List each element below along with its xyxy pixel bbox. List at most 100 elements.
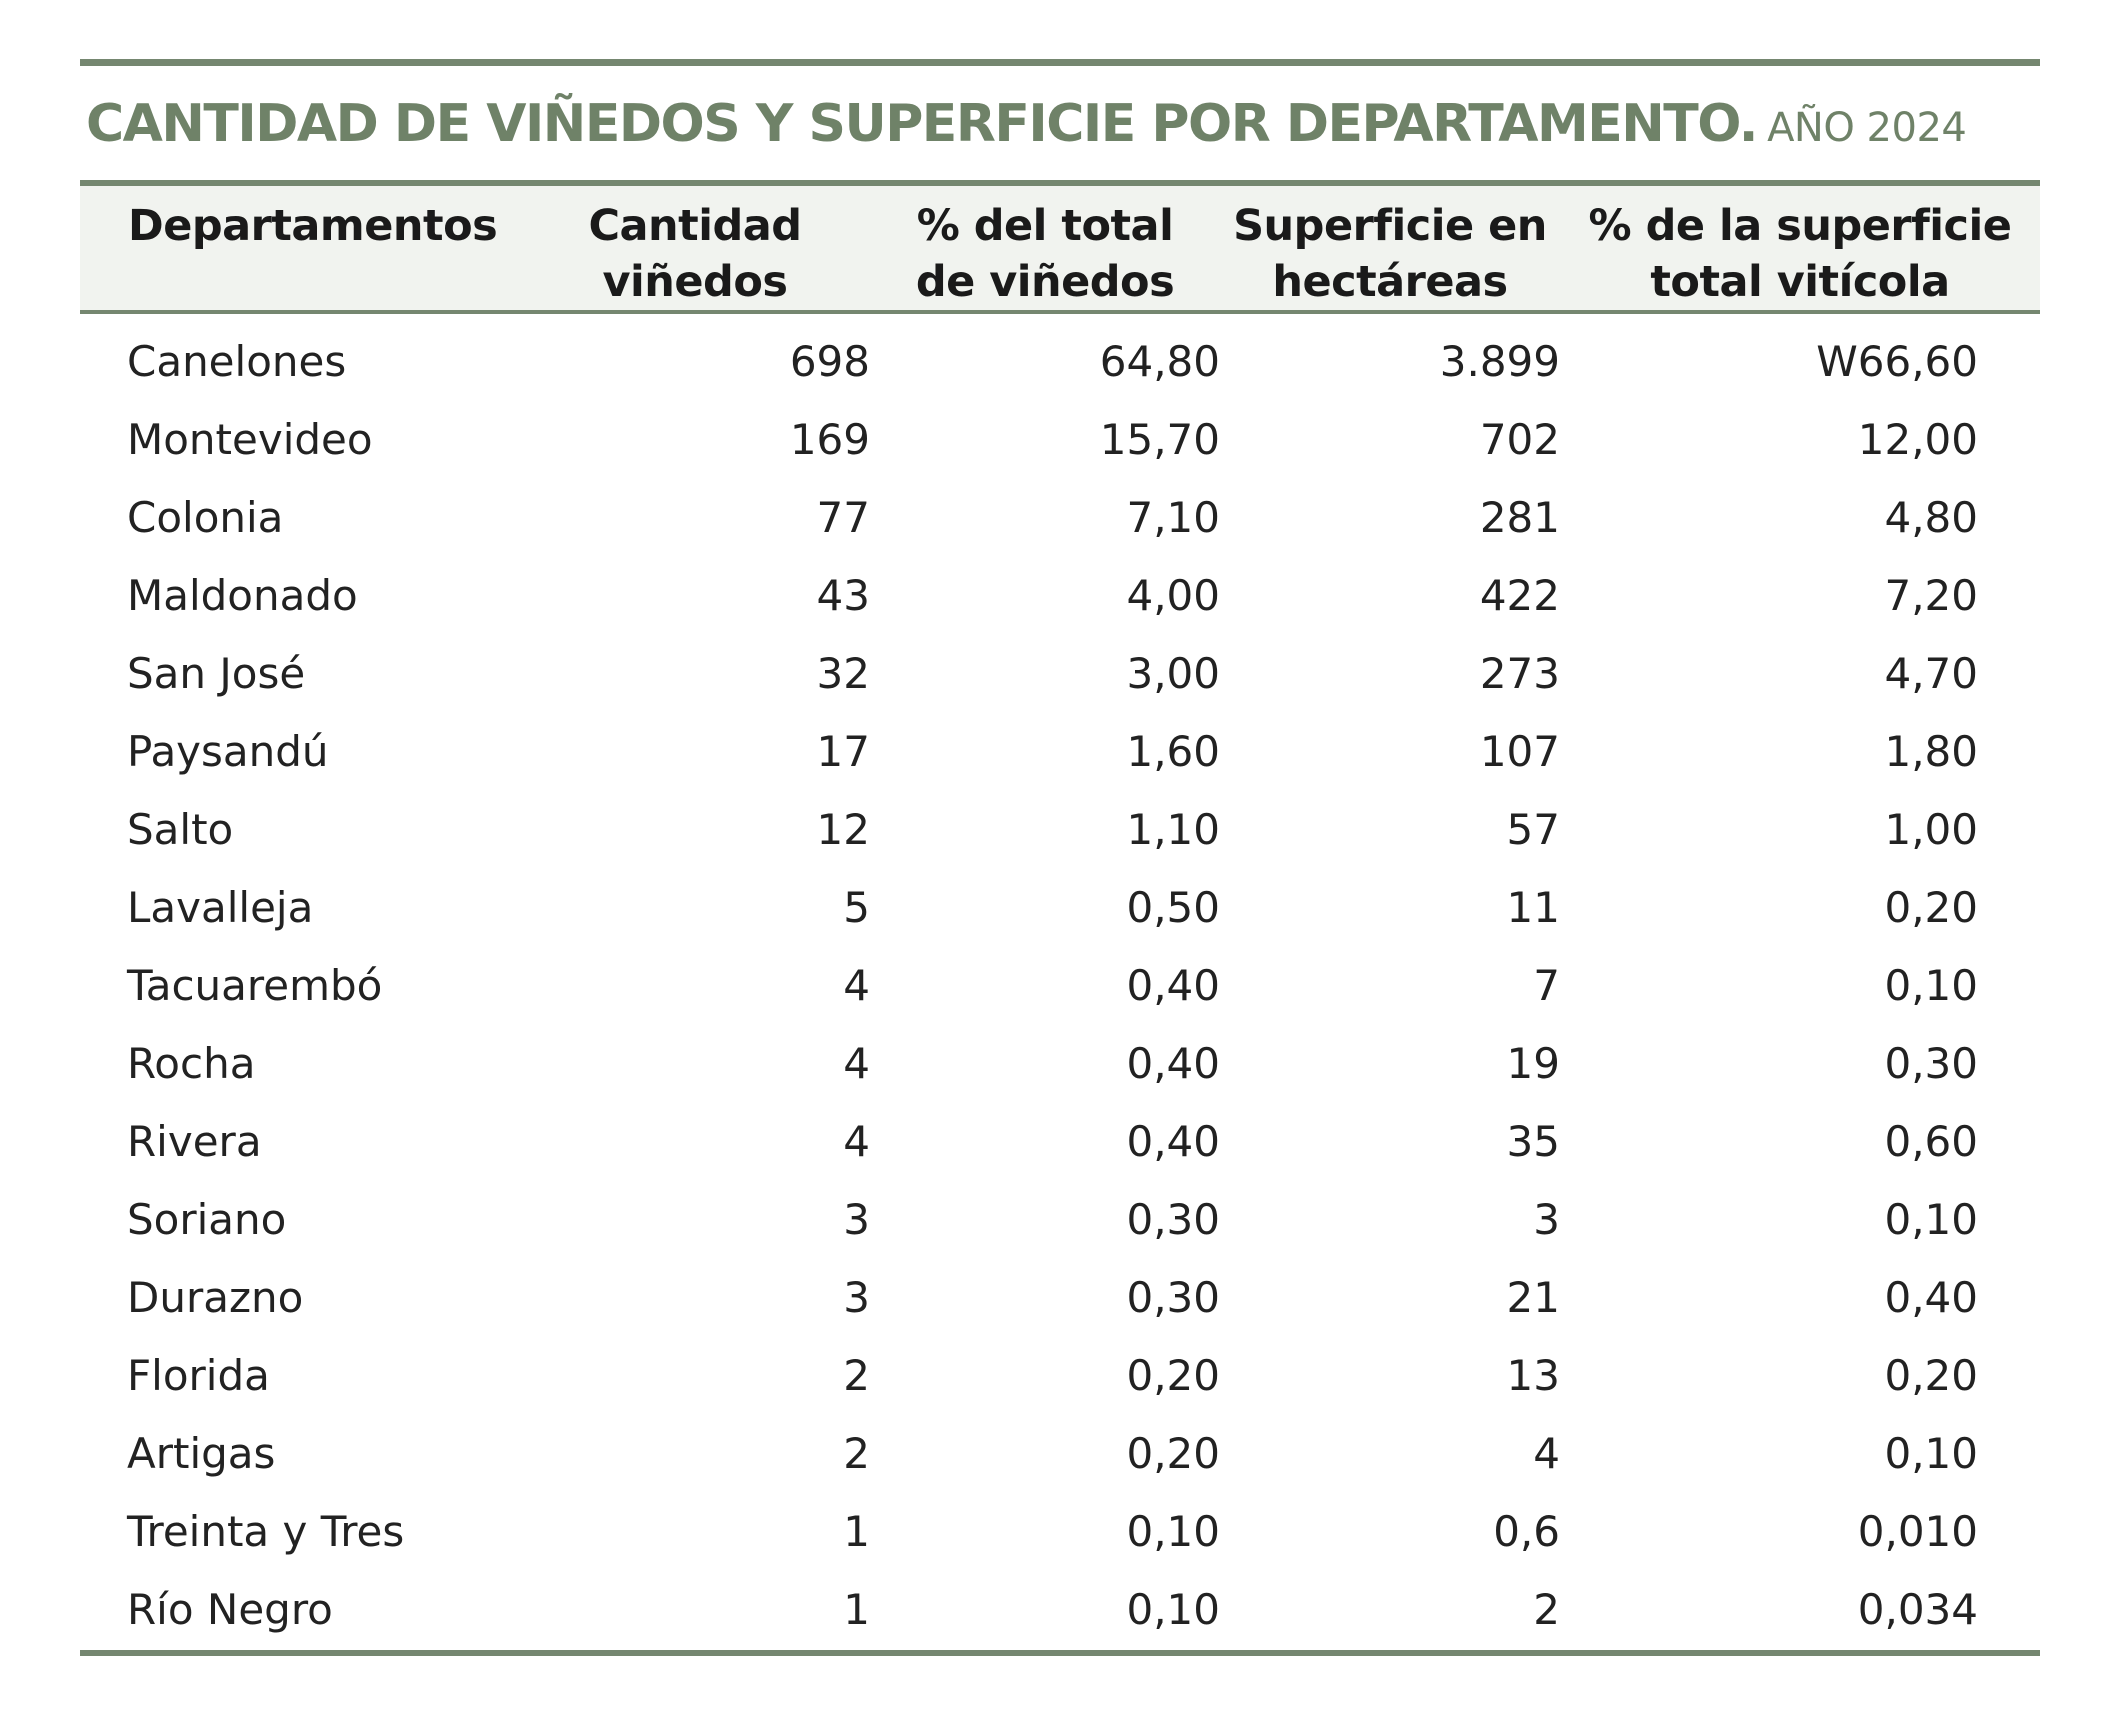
cell-pct-superficie: 0,20 [1884, 882, 1978, 932]
cell-superficie-ha: 273 [1479, 648, 1560, 698]
cell-cantidad-vinedos: 12 [816, 804, 870, 854]
cell-departamento: Montevideo [127, 414, 373, 464]
cell-departamento: Paysandú [127, 726, 329, 776]
header-superficie: Superficie en hectáreas [1220, 180, 1560, 314]
cell-departamento: Rocha [127, 1038, 256, 1088]
cell-pct-superficie: 0,40 [1884, 1272, 1978, 1322]
cell-cantidad-vinedos: 5 [843, 882, 870, 932]
cell-superficie-ha: 4 [1533, 1428, 1560, 1478]
cell-cantidad-vinedos: 32 [816, 648, 870, 698]
bottom-rule [80, 1650, 2040, 1656]
top-rule [80, 59, 2040, 66]
cell-pct-vinedos: 64,80 [1099, 336, 1220, 386]
table-row: Maldonado 43 4,00 422 7,20 [80, 556, 2040, 634]
cell-superficie-ha: 11 [1506, 882, 1560, 932]
table-title-year: AÑO 2024 [1767, 105, 1967, 151]
cell-departamento: Río Negro [127, 1584, 333, 1634]
cell-cantidad-vinedos: 77 [816, 492, 870, 542]
table-row: Canelones 698 64,80 3.899 W66,60 [80, 312, 2040, 400]
cell-pct-superficie: 7,20 [1884, 570, 1978, 620]
table-row: Lavalleja 5 0,50 11 0,20 [80, 868, 2040, 946]
table-row: Artigas 2 0,20 4 0,10 [80, 1414, 2040, 1492]
vineyards-table: Departamentos Cantidad viñedos % del tota… [80, 180, 2040, 1648]
cell-departamento: Salto [127, 804, 234, 854]
cell-pct-vinedos: 0,10 [1126, 1584, 1220, 1634]
table-header: Departamentos Cantidad viñedos % del tota… [80, 180, 2040, 314]
table-row: Tacuarembó 4 0,40 7 0,10 [80, 946, 2040, 1024]
cell-superficie-ha: 0,6 [1493, 1506, 1560, 1556]
cell-departamento: Colonia [127, 492, 284, 542]
cell-departamento: Durazno [127, 1272, 304, 1322]
cell-superficie-ha: 7 [1533, 960, 1560, 1010]
cell-pct-vinedos: 15,70 [1099, 414, 1220, 464]
cell-cantidad-vinedos: 4 [843, 1038, 870, 1088]
header-pct-superficie: % de la superficie total vitícola [1560, 180, 2040, 314]
header-departamentos: Departamentos [80, 180, 520, 314]
cell-departamento: Soriano [127, 1194, 287, 1244]
cell-pct-superficie: 1,80 [1884, 726, 1978, 776]
cell-pct-vinedos: 3,00 [1126, 648, 1220, 698]
cell-pct-vinedos: 0,40 [1126, 1038, 1220, 1088]
cell-superficie-ha: 107 [1479, 726, 1560, 776]
cell-cantidad-vinedos: 4 [843, 960, 870, 1010]
cell-cantidad-vinedos: 1 [843, 1584, 870, 1634]
cell-pct-vinedos: 0,30 [1126, 1272, 1220, 1322]
cell-departamento: San José [127, 648, 306, 698]
cell-cantidad-vinedos: 3 [843, 1272, 870, 1322]
cell-superficie-ha: 57 [1506, 804, 1560, 854]
table-row: Florida 2 0,20 13 0,20 [80, 1336, 2040, 1414]
cell-superficie-ha: 3 [1533, 1194, 1560, 1244]
cell-pct-superficie: 4,80 [1884, 492, 1978, 542]
cell-superficie-ha: 21 [1506, 1272, 1560, 1322]
cell-cantidad-vinedos: 1 [843, 1506, 870, 1556]
cell-pct-superficie: 0,10 [1884, 1194, 1978, 1244]
cell-cantidad-vinedos: 4 [843, 1116, 870, 1166]
cell-pct-superficie: 0,010 [1857, 1506, 1978, 1556]
cell-cantidad-vinedos: 2 [843, 1350, 870, 1400]
cell-pct-vinedos: 0,40 [1126, 960, 1220, 1010]
cell-pct-vinedos: 1,60 [1126, 726, 1220, 776]
cell-departamento: Treinta y Tres [127, 1506, 405, 1556]
table-row: Colonia 77 7,10 281 4,80 [80, 478, 2040, 556]
cell-superficie-ha: 35 [1506, 1116, 1560, 1166]
table-row: Salto 12 1,10 57 1,00 [80, 790, 2040, 868]
cell-pct-superficie: 12,00 [1857, 414, 1978, 464]
cell-superficie-ha: 702 [1479, 414, 1560, 464]
cell-pct-vinedos: 4,00 [1126, 570, 1220, 620]
cell-pct-superficie: 0,30 [1884, 1038, 1978, 1088]
cell-cantidad-vinedos: 3 [843, 1194, 870, 1244]
table-row: San José 32 3,00 273 4,70 [80, 634, 2040, 712]
cell-pct-superficie: 4,70 [1884, 648, 1978, 698]
table-row: Rocha 4 0,40 19 0,30 [80, 1024, 2040, 1102]
cell-pct-vinedos: 0,30 [1126, 1194, 1220, 1244]
cell-pct-superficie: 0,20 [1884, 1350, 1978, 1400]
cell-superficie-ha: 281 [1479, 492, 1560, 542]
cell-departamento: Canelones [127, 336, 347, 386]
cell-superficie-ha: 422 [1479, 570, 1560, 620]
table-row: Durazno 3 0,30 21 0,40 [80, 1258, 2040, 1336]
cell-pct-vinedos: 0,20 [1126, 1350, 1220, 1400]
cell-pct-superficie: 0,10 [1884, 960, 1978, 1010]
cell-pct-superficie: 0,10 [1884, 1428, 1978, 1478]
cell-superficie-ha: 13 [1506, 1350, 1560, 1400]
cell-pct-vinedos: 7,10 [1126, 492, 1220, 542]
cell-pct-vinedos: 0,40 [1126, 1116, 1220, 1166]
cell-cantidad-vinedos: 2 [843, 1428, 870, 1478]
table-row: Treinta y Tres 1 0,10 0,6 0,010 [80, 1492, 2040, 1570]
table-row: Río Negro 1 0,10 2 0,034 [80, 1570, 2040, 1648]
cell-pct-vinedos: 0,20 [1126, 1428, 1220, 1478]
cell-departamento: Lavalleja [127, 882, 314, 932]
table-row: Soriano 3 0,30 3 0,10 [80, 1180, 2040, 1258]
cell-superficie-ha: 3.899 [1439, 336, 1560, 386]
table-figure: CANTIDAD DE VIÑEDOS Y SUPERFICIE POR DEP… [80, 59, 2040, 1656]
cell-departamento: Tacuarembó [127, 960, 383, 1010]
cell-cantidad-vinedos: 17 [816, 726, 870, 776]
table-row: Montevideo 169 15,70 702 12,00 [80, 400, 2040, 478]
cell-cantidad-vinedos: 169 [789, 414, 870, 464]
header-cantidad-vinedos: Cantidad viñedos [520, 180, 870, 314]
header-pct-vinedos: % del total de viñedos [870, 180, 1220, 314]
table-title-main: CANTIDAD DE VIÑEDOS Y SUPERFICIE POR DEP… [86, 94, 1759, 154]
table-row: Rivera 4 0,40 35 0,60 [80, 1102, 2040, 1180]
cell-departamento: Maldonado [127, 570, 358, 620]
cell-pct-superficie: 1,00 [1884, 804, 1978, 854]
